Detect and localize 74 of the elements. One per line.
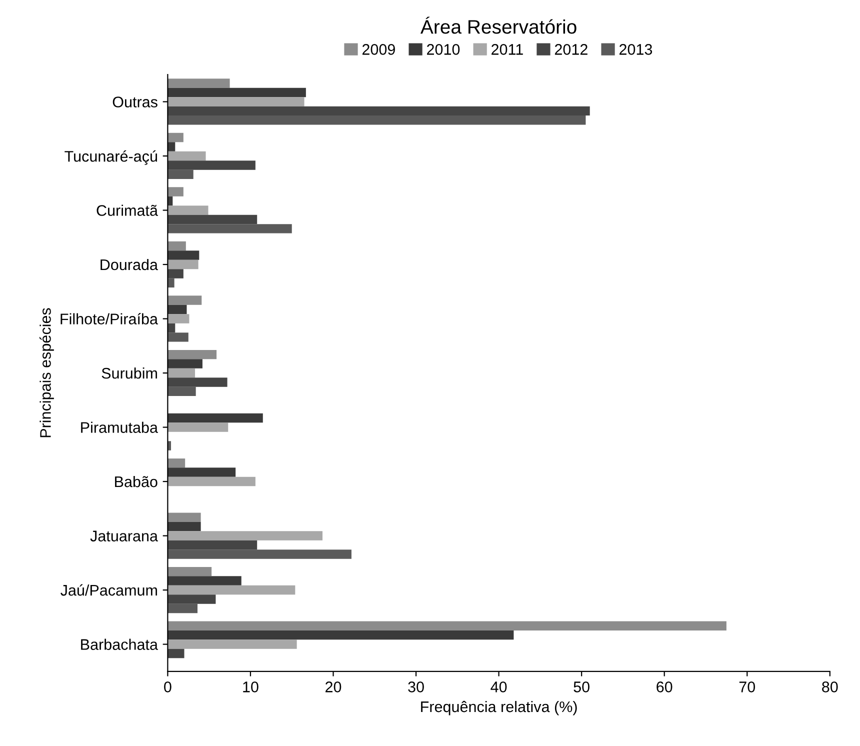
x-tick-label: 30 — [408, 682, 424, 692]
bar — [168, 97, 304, 106]
x-tick-label: 40 — [490, 682, 507, 692]
bar — [168, 359, 202, 368]
bar — [168, 576, 242, 586]
bar — [168, 206, 208, 215]
bar — [168, 468, 236, 477]
bar — [168, 604, 198, 614]
legend-label: 2011 — [492, 44, 523, 55]
bar — [168, 566, 212, 576]
bar — [168, 269, 184, 278]
bar — [168, 88, 306, 98]
bar — [168, 78, 230, 88]
bar — [168, 350, 217, 360]
y-tick-label: Dourada — [100, 258, 158, 270]
bar — [168, 332, 188, 342]
bar — [168, 116, 586, 125]
bar — [168, 386, 196, 396]
x-tick-label: 10 — [243, 682, 258, 692]
bar — [168, 550, 352, 559]
y-axis-title: Principais espécies — [40, 308, 54, 438]
bar — [168, 296, 202, 305]
bar — [168, 522, 201, 532]
bar — [168, 368, 196, 378]
y-tick-label: Jatuarana — [90, 530, 158, 542]
bar — [168, 106, 590, 116]
bar — [168, 640, 297, 649]
bar — [168, 187, 184, 196]
bar — [168, 594, 216, 604]
y-tick-label: Barbachata — [81, 638, 158, 650]
bar — [168, 531, 322, 540]
bar — [168, 378, 228, 387]
y-tick-label: Outras — [112, 96, 158, 108]
chart-title: Área Reservatório — [420, 16, 576, 34]
x-tick-label: 80 — [822, 682, 838, 692]
bar — [168, 512, 201, 522]
bar — [168, 413, 263, 423]
bar — [168, 648, 184, 658]
bar — [168, 476, 256, 486]
legend-label: 2009 — [362, 44, 395, 55]
x-tick-label: 50 — [574, 682, 590, 692]
y-tick-label: Tucunaré-açú — [64, 150, 158, 165]
bar — [168, 132, 184, 142]
bar — [168, 241, 186, 251]
x-tick-label: 0 — [164, 682, 172, 692]
y-tick-label: Jaú/Pacamum — [60, 584, 157, 596]
bar — [168, 630, 514, 640]
bar — [168, 458, 186, 468]
bar — [168, 621, 726, 630]
x-axis-title: Frequência relativa (%) — [421, 700, 577, 716]
bar — [168, 585, 296, 595]
x-tick-label: 60 — [656, 682, 672, 692]
y-tick-label: Piramutaba — [81, 422, 158, 433]
bar — [168, 224, 292, 234]
bar — [168, 250, 200, 260]
bar — [168, 160, 256, 170]
bar — [168, 540, 258, 550]
x-tick-label: 70 — [739, 682, 756, 692]
y-tick-label: Babão — [115, 476, 158, 488]
bar — [168, 214, 258, 224]
y-tick-label: Filhote/Piraíba — [60, 313, 158, 324]
bar — [168, 170, 194, 180]
legend-label: 2013 — [619, 44, 652, 55]
legend-label: 2010 — [427, 44, 460, 55]
legend-label: 2012 — [554, 44, 588, 55]
y-tick-label: Surubim — [102, 367, 157, 379]
bar — [168, 142, 176, 152]
bar — [168, 304, 187, 314]
bar — [168, 151, 206, 161]
bar — [168, 314, 190, 324]
bar — [168, 260, 198, 270]
x-tick-label: 20 — [326, 682, 342, 692]
y-tick-label: Curimatã — [96, 204, 158, 216]
bar — [168, 422, 228, 432]
